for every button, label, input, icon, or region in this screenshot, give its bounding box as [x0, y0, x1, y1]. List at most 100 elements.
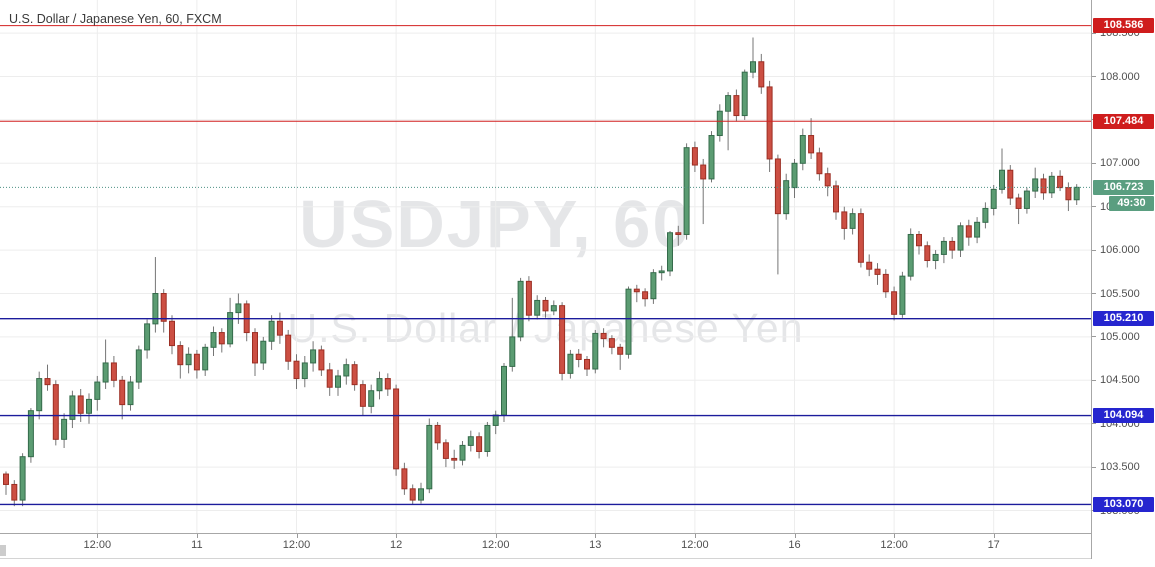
candle-down: [733, 95, 740, 117]
price-tick-label: 106.000: [1100, 244, 1140, 257]
candle-down: [608, 338, 615, 348]
time-tick-label: 13: [589, 539, 602, 551]
time-tick-label: 11: [191, 539, 203, 551]
candle-down: [882, 273, 889, 293]
candle-up: [567, 353, 574, 374]
price-tick-mark: [1092, 423, 1096, 425]
time-tick-mark: [396, 534, 398, 538]
candle-down: [359, 384, 366, 407]
candle-up: [69, 395, 76, 420]
candle-down: [891, 291, 898, 315]
price-tick-mark: [1092, 249, 1096, 251]
candle-down: [758, 61, 765, 88]
candle-up: [301, 362, 308, 380]
candle-down: [675, 232, 682, 235]
candle-down: [110, 362, 117, 381]
candle-down: [384, 378, 391, 390]
candle-up: [708, 135, 715, 180]
time-tick-mark: [794, 534, 796, 538]
candle-up: [36, 378, 43, 412]
axis-corner: [1091, 533, 1155, 559]
candle-down: [525, 280, 532, 316]
candle-up: [418, 488, 424, 501]
candle-up: [799, 135, 806, 164]
price-level-badge: 103.070: [1093, 496, 1154, 512]
candle-down: [874, 268, 881, 275]
time-tick-label: 17: [987, 539, 1000, 551]
candle-down: [841, 211, 848, 229]
time-tick-label: 12:00: [282, 539, 311, 551]
candle-up: [791, 162, 798, 189]
candle-up: [268, 320, 275, 342]
candle-down: [119, 379, 126, 406]
candle-up: [152, 293, 159, 325]
candle-down: [559, 305, 566, 374]
chart-surface[interactable]: USDJPY, 60 U.S. Dollar / Japanese Yen U.…: [0, 0, 1091, 533]
symbol-title[interactable]: U.S. Dollar / Japanese Yen, 60, FXCM: [9, 12, 222, 26]
time-tick-mark: [495, 534, 497, 538]
candle-up: [227, 312, 234, 345]
price-tick-mark: [1092, 162, 1096, 164]
time-tick-mark: [595, 534, 597, 538]
price-axis[interactable]: 108.500108.000107.500107.000106.500106.0…: [1091, 0, 1155, 533]
price-level-badge: 105.210: [1093, 311, 1154, 327]
price-tick-mark: [1092, 32, 1096, 34]
candle-up: [144, 323, 151, 351]
candle-down: [193, 353, 200, 371]
candle-down: [434, 424, 441, 444]
candle-up: [999, 169, 1005, 190]
price-tick-label: 107.000: [1100, 157, 1140, 170]
candle-down: [633, 288, 640, 293]
candle-down: [924, 245, 931, 262]
price-tick-label: 105.500: [1100, 287, 1140, 300]
candle-down: [52, 384, 59, 440]
candle-up: [368, 390, 375, 407]
candle-up: [849, 213, 856, 229]
last-price-badge: 106.723: [1093, 179, 1154, 195]
candle-up: [501, 365, 507, 416]
candle-down: [476, 436, 483, 452]
candle-up: [185, 353, 192, 366]
candle-down: [1015, 197, 1022, 209]
candle-down: [1065, 187, 1072, 201]
candle-up: [19, 456, 26, 501]
candle-down: [600, 332, 607, 340]
candle-down: [1040, 178, 1047, 194]
candle-up: [550, 305, 557, 312]
candle-up: [210, 332, 217, 348]
candle-up: [940, 240, 947, 255]
time-axis[interactable]: 12:00 11 12:00 12 12:00 13 12:00 16 12:00 17: [0, 533, 1155, 559]
price-tick-label: 105.000: [1100, 330, 1140, 343]
candle-down: [824, 173, 831, 187]
time-tick-label: 12:00: [481, 539, 510, 551]
candle-down: [401, 468, 408, 490]
time-tick-label: 16: [788, 539, 801, 551]
candle-down: [177, 345, 184, 366]
candle-up: [467, 436, 474, 446]
candle-down: [700, 164, 707, 180]
time-tick-label: 12:00: [681, 539, 709, 551]
candle-down: [774, 158, 781, 215]
candle-up: [592, 332, 599, 370]
candle-up: [260, 340, 267, 364]
candle-up: [61, 418, 68, 440]
candle-up: [235, 303, 242, 314]
candle-down: [252, 332, 258, 364]
candle-up: [426, 424, 433, 490]
candle-up: [517, 280, 524, 338]
candle-down: [808, 135, 815, 154]
candle-down: [276, 320, 283, 336]
candle-up: [650, 272, 657, 300]
candle-down: [169, 320, 175, 347]
time-tick-label: 12: [389, 539, 403, 551]
candle-down: [77, 395, 84, 414]
candle-up: [1073, 186, 1080, 201]
candle-down: [218, 332, 225, 345]
candle-down: [642, 291, 649, 300]
candle-up: [310, 349, 317, 364]
price-tick-label: 108.000: [1100, 70, 1140, 83]
candle-down: [160, 293, 167, 322]
candle-down: [866, 261, 873, 270]
candle-up: [683, 147, 690, 235]
candle-down: [451, 457, 458, 461]
